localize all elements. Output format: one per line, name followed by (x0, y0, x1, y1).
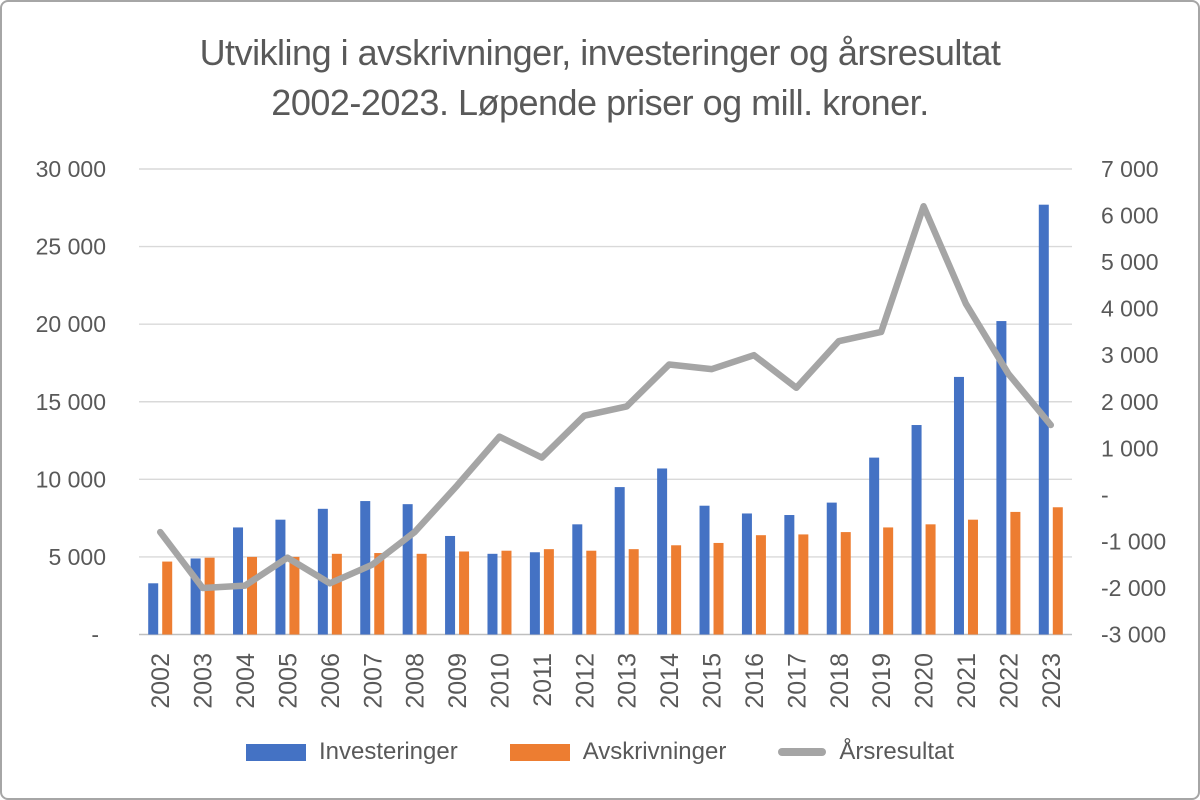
x-axis-year-label: 2009 (444, 653, 472, 709)
investeringer-bar (911, 425, 922, 635)
right-axis-tick-label: 7 000 (1101, 156, 1159, 182)
chart-title-line2: 2002-2023. Løpende priser og mill. krone… (271, 82, 929, 123)
right-axis-tick-label: 1 000 (1101, 435, 1159, 461)
right-axis-tick-label: 3 000 (1101, 342, 1159, 368)
investeringer-bar (657, 468, 668, 635)
right-axis-tick-label: -2 000 (1101, 575, 1166, 601)
avskrivninger-bar (162, 561, 173, 635)
investeringer-bar (487, 553, 498, 635)
right-axis-tick-label: 2 000 (1101, 389, 1159, 415)
left-axis-tick-label: 5 000 (48, 544, 106, 570)
avskrivninger-bar (543, 549, 554, 635)
avskrivninger-bar (840, 532, 851, 635)
left-axis-tick-label: 30 000 (36, 156, 106, 182)
investeringer-bar (826, 502, 837, 635)
chart-title: Utvikling i avskrivninger, investeringer… (2, 28, 1198, 128)
investeringer-bar (869, 457, 880, 635)
x-axis-year-label: 2004 (232, 653, 260, 709)
legend-item-avskrivninger: Avskrivninger (509, 738, 727, 766)
legend-item-investeringer: Investeringer (245, 738, 458, 766)
x-axis-year-label: 2019 (868, 653, 896, 709)
x-axis-year-label: 2015 (699, 653, 727, 709)
investeringer-bar (529, 552, 540, 635)
investeringer-bar (233, 527, 244, 635)
x-axis-year-label: 2012 (571, 653, 599, 709)
x-axis-year-label: 2018 (826, 653, 854, 709)
legend-label-arsresultat: Årsresultat (839, 738, 955, 765)
x-axis-year-label: 2010 (486, 653, 514, 709)
right-axis-tick-label: - (1101, 482, 1109, 508)
investeringer-bar (953, 376, 964, 635)
avskrivninger-bar (501, 550, 512, 635)
investeringer-bar (699, 505, 710, 635)
investeringer-bar (148, 583, 159, 635)
x-axis-year-label: 2017 (783, 653, 811, 709)
avskrivninger-bar (967, 519, 978, 635)
right-axis-tick-label: 5 000 (1101, 249, 1159, 275)
investeringer-bar (784, 515, 795, 635)
x-axis-year-label: 2008 (402, 653, 430, 709)
x-axis-year-label: 2014 (656, 653, 684, 709)
avskrivninger-bar (883, 527, 894, 635)
investeringer-bar (741, 513, 752, 635)
investeringer-bar (445, 535, 456, 635)
avskrivninger-bar (925, 524, 936, 635)
legend-label-avskrivninger: Avskrivninger (582, 738, 727, 765)
left-axis-tick-label: 10 000 (36, 466, 106, 492)
x-axis-year-label: 2022 (995, 653, 1023, 709)
x-axis-year-label: 2006 (317, 653, 345, 709)
avskrivninger-bar (289, 556, 300, 635)
x-axis-year-label: 2005 (274, 653, 302, 709)
arsresultat-line (156, 202, 1055, 592)
investeringer-bar (996, 321, 1007, 635)
avskrivninger-bar (331, 553, 342, 635)
avskrivninger-bar (204, 557, 215, 635)
legend-item-arsresultat: Årsresultat (778, 738, 954, 766)
avskrivninger-bar (459, 551, 470, 635)
avskrivninger-bar (416, 553, 427, 635)
x-axis-year-label: 2003 (190, 653, 218, 709)
x-axis-year-label: 2007 (359, 653, 387, 709)
investeringer-bar (402, 504, 413, 635)
legend-swatch-investeringer (245, 743, 306, 761)
right-axis-tick-label: -1 000 (1101, 528, 1166, 554)
avskrivninger-bar (798, 534, 809, 635)
left-axis-tick-label: - (91, 622, 99, 648)
x-axis-year-label: 2020 (911, 653, 939, 709)
avskrivninger-bar (1010, 511, 1021, 635)
legend-label-investeringer: Investeringer (318, 738, 458, 765)
x-axis-year-label: 2016 (741, 653, 769, 709)
avskrivninger-bar (755, 535, 766, 635)
x-axis-year-label: 2011 (529, 653, 557, 707)
left-axis-tick-label: 25 000 (36, 234, 106, 260)
avskrivninger-bar (586, 550, 597, 635)
x-axis-year-label: 2021 (953, 653, 981, 709)
x-axis-year-label: 2013 (614, 653, 642, 709)
right-axis-tick-label: -3 000 (1101, 622, 1166, 648)
investeringer-bar (317, 508, 328, 635)
chart-title-line1: Utvikling i avskrivninger, investeringer… (199, 32, 1001, 73)
x-axis-year-label: 2002 (147, 653, 175, 709)
avskrivninger-bar (713, 542, 724, 635)
right-axis-tick-label: 4 000 (1101, 296, 1159, 322)
avskrivninger-bar (671, 545, 682, 635)
legend-swatch-arsresultat (778, 748, 827, 756)
investeringer-bar (614, 487, 625, 635)
legend-swatch-avskrivninger (509, 743, 570, 761)
avskrivninger-bar (1052, 507, 1063, 635)
investeringer-bar (190, 558, 201, 635)
avskrivninger-bar (374, 553, 385, 635)
avskrivninger-bar (247, 556, 258, 635)
left-axis-tick-label: 15 000 (36, 389, 106, 415)
investeringer-bar (572, 524, 583, 635)
investeringer-bar (275, 519, 286, 635)
left-axis-tick-label: 20 000 (36, 311, 106, 337)
chart-legend: Investeringer Avskrivninger Årsresultat (2, 738, 1198, 766)
avskrivninger-bar (628, 549, 639, 635)
x-axis-year-label: 2023 (1038, 653, 1066, 709)
right-axis-tick-label: 6 000 (1101, 203, 1159, 229)
